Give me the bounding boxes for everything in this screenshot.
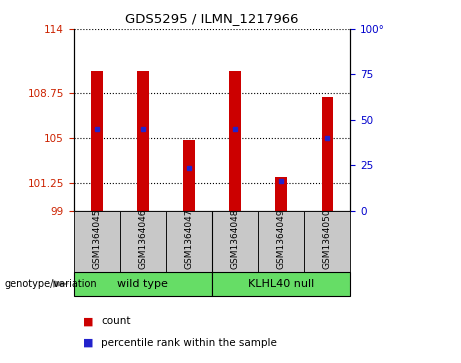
Polygon shape <box>53 280 69 287</box>
Text: GSM1364046: GSM1364046 <box>138 208 148 269</box>
Bar <box>229 72 241 211</box>
Bar <box>212 272 350 296</box>
Text: ■: ■ <box>83 316 94 326</box>
Text: count: count <box>101 316 131 326</box>
Text: ■: ■ <box>83 338 94 348</box>
Bar <box>74 211 120 272</box>
Text: GSM1364049: GSM1364049 <box>277 208 286 269</box>
Text: GSM1364045: GSM1364045 <box>92 208 101 269</box>
Text: GSM1364048: GSM1364048 <box>230 208 240 269</box>
Bar <box>120 211 166 272</box>
Bar <box>304 211 350 272</box>
Bar <box>276 177 287 211</box>
Bar <box>212 211 258 272</box>
Bar <box>321 97 333 211</box>
Text: GSM1364050: GSM1364050 <box>323 208 332 269</box>
Text: genotype/variation: genotype/variation <box>5 279 97 289</box>
Bar <box>91 72 102 211</box>
Title: GDS5295 / ILMN_1217966: GDS5295 / ILMN_1217966 <box>125 12 299 25</box>
Bar <box>258 211 304 272</box>
Bar <box>137 72 148 211</box>
Text: percentile rank within the sample: percentile rank within the sample <box>101 338 278 348</box>
Bar <box>166 211 212 272</box>
Text: GSM1364047: GSM1364047 <box>184 208 194 269</box>
Bar <box>183 140 195 211</box>
Text: wild type: wild type <box>118 279 168 289</box>
Bar <box>74 272 212 296</box>
Text: KLHL40 null: KLHL40 null <box>248 279 314 289</box>
